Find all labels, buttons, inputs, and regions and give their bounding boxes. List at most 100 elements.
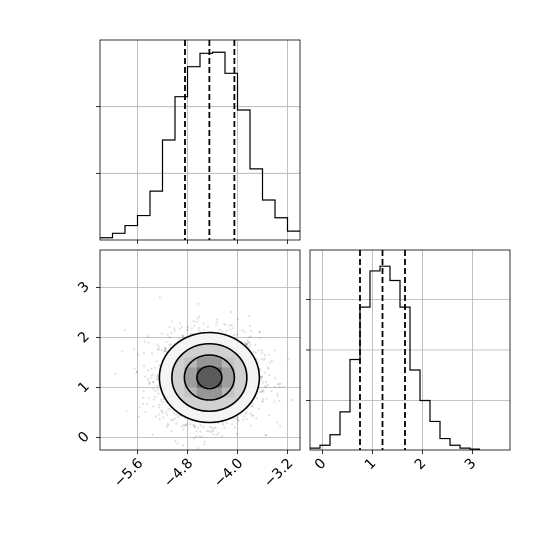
- density-cell: [209, 377, 222, 388]
- scatter-point: [258, 331, 261, 334]
- scatter-point: [173, 417, 177, 420]
- scatter-point: [148, 381, 151, 385]
- scatter-point: [152, 405, 155, 408]
- density-cell: [209, 387, 222, 398]
- scatter-point: [164, 350, 167, 353]
- scatter-point: [165, 413, 169, 416]
- scatter-point: [177, 338, 181, 341]
- scatter-point: [245, 342, 249, 345]
- scatter-point: [241, 329, 244, 332]
- scatter-point: [247, 315, 251, 318]
- scatter-point: [114, 372, 117, 376]
- scatter-point: [248, 341, 251, 344]
- scatter-point: [273, 400, 276, 403]
- scatter-point: [184, 423, 187, 427]
- scatter-point: [149, 376, 152, 379]
- scatter-point: [196, 317, 199, 320]
- scatter-point: [156, 375, 159, 378]
- scatter-point: [142, 364, 146, 367]
- scatter-point: [249, 412, 252, 415]
- scatter-point: [198, 326, 201, 329]
- scatter-point: [171, 320, 174, 323]
- scatter-point: [169, 407, 172, 411]
- scatter-point: [197, 302, 200, 305]
- scatter-point: [175, 422, 178, 425]
- scatter-point: [168, 336, 171, 339]
- scatter-point: [193, 424, 196, 427]
- scatter-point: [166, 422, 169, 426]
- scatter-point: [215, 318, 219, 321]
- scatter-point: [266, 366, 270, 369]
- scatter-point: [162, 416, 165, 419]
- scatter-point: [196, 426, 200, 429]
- scatter-point: [257, 349, 260, 352]
- scatter-point: [135, 371, 139, 374]
- scatter-point: [249, 324, 252, 327]
- scatter-point: [173, 329, 176, 332]
- scatter-point: [195, 435, 198, 438]
- top-histogram-panel: [96, 39, 301, 244]
- scatter-point: [261, 399, 265, 403]
- scatter-point: [150, 374, 153, 377]
- scatter-point: [163, 349, 166, 353]
- scatter-point: [230, 423, 234, 426]
- scatter-point: [202, 328, 205, 332]
- scatter-point: [202, 425, 205, 428]
- scatter-point: [266, 383, 270, 387]
- scatter-point: [182, 423, 185, 427]
- scatter-point: [163, 346, 167, 349]
- scatter-point: [245, 417, 248, 421]
- scatter-point: [154, 366, 157, 369]
- scatter-point: [186, 325, 189, 329]
- scatter-point: [167, 423, 170, 427]
- scatter-point: [208, 430, 211, 433]
- scatter-point: [270, 390, 273, 393]
- scatter-point: [264, 434, 267, 437]
- scatter-point: [170, 331, 173, 335]
- scatter-point: [133, 347, 136, 350]
- scatter-point: [213, 426, 216, 429]
- scatter-point: [160, 409, 163, 412]
- scatter-point: [248, 335, 251, 339]
- scatter-point: [228, 324, 231, 327]
- scatter-point: [223, 426, 226, 429]
- scatter-point: [185, 328, 189, 331]
- scatter-point: [152, 381, 155, 384]
- scatter-point: [268, 361, 271, 364]
- scatter-point: [244, 342, 247, 345]
- scatter-point: [147, 380, 151, 383]
- scatter-point: [147, 341, 150, 344]
- scatter-point: [193, 426, 196, 429]
- scatter-point: [250, 405, 253, 408]
- scatter-point: [243, 330, 246, 334]
- scatter-point: [246, 343, 249, 346]
- scatter-point: [176, 442, 179, 445]
- scatter-point: [270, 359, 273, 363]
- scatter-point: [180, 325, 184, 329]
- scatter-point: [164, 411, 168, 414]
- scatter-point: [203, 443, 206, 446]
- scatter-point: [254, 351, 257, 354]
- density-cell: [196, 377, 210, 388]
- scatter-point: [172, 418, 175, 422]
- scatter-point: [160, 410, 163, 413]
- scatter-point: [229, 328, 232, 331]
- density-contour: [171, 342, 248, 413]
- scatter-point: [236, 333, 239, 336]
- scatter-point: [143, 340, 146, 343]
- scatter-point: [158, 413, 161, 416]
- scatter-point: [181, 444, 185, 447]
- scatter-point: [267, 367, 270, 370]
- scatter-point: [180, 425, 183, 428]
- scatter-point: [254, 343, 257, 346]
- scatter-point: [156, 384, 159, 387]
- scatter-point: [211, 428, 214, 431]
- scatter-point: [251, 402, 255, 405]
- scatter-point: [152, 380, 155, 383]
- scatter-point: [260, 390, 263, 394]
- scatter-point: [147, 335, 150, 338]
- scatter-point: [152, 398, 156, 401]
- scatter-point: [161, 411, 164, 415]
